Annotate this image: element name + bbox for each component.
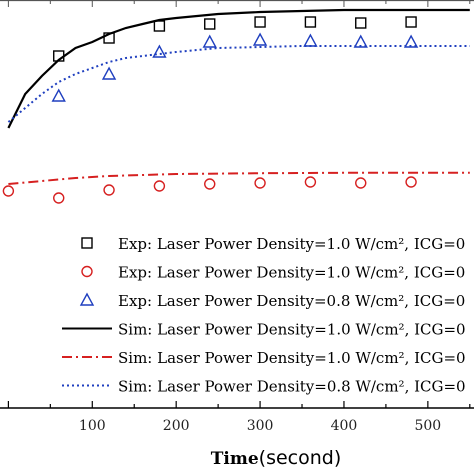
data-point-2-4 <box>252 32 268 46</box>
x-tick-label: 400 <box>331 418 358 434</box>
x-tick-label: 200 <box>163 418 190 434</box>
x-axis-label-bold: Time <box>211 449 259 469</box>
data-point-2-2 <box>152 44 167 58</box>
legend-label-0: Exp: Laser Power Density=1.0 W/cm², ICG=… <box>118 235 465 253</box>
x-tick-label: 100 <box>79 418 106 434</box>
series-line-5 <box>7 45 470 123</box>
data-point-1-3 <box>153 180 166 192</box>
data-point-1-4 <box>204 178 216 190</box>
legend-swatch-2 <box>79 292 95 306</box>
data-point-1-5 <box>254 177 266 189</box>
data-point-2-3 <box>202 34 217 48</box>
data-point-0-6 <box>355 17 367 29</box>
x-axis-label: Time(second) <box>211 447 342 469</box>
data-point-0-5 <box>304 16 317 28</box>
x-axis-label-unit: (second) <box>259 447 342 469</box>
legend: Exp: Laser Power Density=1.0 W/cm², ICG=… <box>62 235 466 396</box>
data-point-0-7 <box>405 16 417 28</box>
data-point-0-4 <box>254 16 266 28</box>
data-point-1-1 <box>53 192 65 204</box>
axes: 100 200 300 400 500 <box>0 0 474 434</box>
series-layer <box>2 8 470 204</box>
data-point-2-0 <box>51 88 66 102</box>
legend-label-1: Exp: Laser Power Density=1.0 W/cm², ICG=… <box>118 264 465 282</box>
data-point-0-2 <box>153 20 166 32</box>
x-tick-label: 300 <box>247 418 274 434</box>
data-point-1-0 <box>2 185 15 197</box>
legend-label-4: Sim: Laser Power Density=1.0 W/cm², ICG=… <box>118 349 466 367</box>
data-point-2-5 <box>303 33 318 47</box>
legend-swatch-0 <box>81 237 93 249</box>
data-point-2-1 <box>101 66 117 80</box>
legend-swatch-1 <box>81 265 93 278</box>
data-point-1-8 <box>405 176 417 188</box>
legend-label-5: Sim: Laser Power Density=0.8 W/cm², ICG=… <box>118 378 466 396</box>
legend-label-3: Sim: Laser Power Density=1.0 W/cm², ICG=… <box>118 321 466 339</box>
data-point-1-2 <box>103 184 115 196</box>
legend-label-2: Exp: Laser Power Density=0.8 W/cm², ICG=… <box>118 292 465 310</box>
data-point-0-3 <box>204 18 216 30</box>
series-line-3 <box>7 8 470 129</box>
data-point-1-7 <box>355 177 367 189</box>
series-line-4 <box>8 171 470 185</box>
x-tick-label: 500 <box>414 418 441 434</box>
data-point-1-6 <box>304 176 317 188</box>
